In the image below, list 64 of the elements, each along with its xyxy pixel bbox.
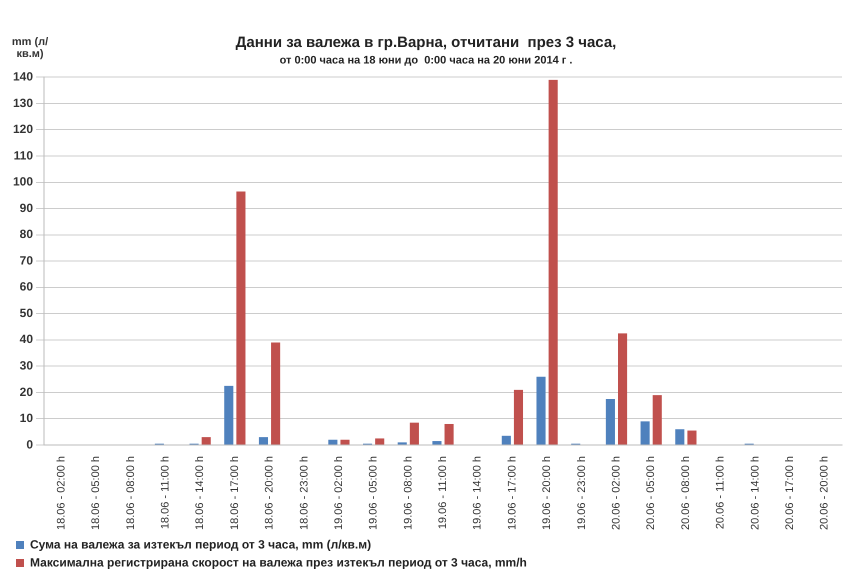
x-tick-label: 18.06 - 14:00 h bbox=[194, 456, 206, 530]
x-tick-label: 19.06 - 23:00 h bbox=[576, 456, 588, 530]
bar bbox=[514, 390, 524, 444]
x-tick-label: 18.06 - 17:00 h bbox=[228, 456, 241, 530]
legend-label: Сума на валежа за изтекъл период от 3 часа, mm (л/кв.м) bbox=[30, 537, 372, 552]
x-tick-label: 19.06 - 20:00 h bbox=[541, 456, 554, 530]
x-tick-label: 19.06 - 08:00 h bbox=[402, 456, 414, 530]
x-tick-label: 20.06 - 08:00 h bbox=[680, 456, 692, 530]
bar bbox=[340, 440, 350, 444]
y-tick-label: 10 bbox=[20, 411, 34, 426]
x-tick-label: 20.06 - 20:00 h bbox=[818, 456, 831, 530]
bar bbox=[224, 386, 234, 444]
x-tick-label: 20.06 - 02:00 h bbox=[610, 456, 623, 530]
bar bbox=[271, 342, 280, 444]
x-tick-label: 19.06 - 02:00 h bbox=[332, 456, 345, 530]
bar bbox=[606, 399, 615, 444]
x-tick-label: 20.06 - 05:00 h bbox=[645, 456, 658, 530]
x-tick-label: 19.06 - 14:00 h bbox=[472, 456, 484, 530]
bar bbox=[652, 395, 662, 444]
bar bbox=[328, 440, 338, 444]
y-tick-label: 50 bbox=[20, 306, 34, 320]
x-tick-label: 18.06 - 02:00 h bbox=[55, 456, 68, 530]
y-tick-label: 130 bbox=[12, 96, 34, 110]
y-tick-label: 100 bbox=[12, 174, 34, 189]
bar bbox=[536, 376, 546, 444]
y-axis-title: mm (л/кв.м) bbox=[10, 36, 50, 60]
bar bbox=[432, 441, 442, 444]
bar bbox=[618, 333, 628, 444]
x-tick-label: 18.06 - 20:00 h bbox=[264, 456, 276, 530]
bar bbox=[410, 422, 419, 444]
y-tick-label: 60 bbox=[20, 280, 34, 294]
bar bbox=[502, 436, 511, 444]
x-tick-label: 20.06 - 11:00 h bbox=[714, 456, 727, 530]
x-tick-label: 18.06 - 05:00 h bbox=[90, 456, 102, 530]
x-tick-label: 20.06 - 14:00 h bbox=[749, 456, 762, 530]
y-tick-label: 70 bbox=[20, 253, 34, 268]
chart-subtitle: от 0:00 часа на 18 юни до 0:00 часа на 20 юни 2014 г . bbox=[280, 54, 572, 67]
bar bbox=[375, 438, 384, 444]
y-tick-label: 120 bbox=[12, 122, 34, 136]
y-tick-label: 40 bbox=[20, 332, 34, 346]
x-tick-label: 18.06 - 08:00 h bbox=[124, 456, 137, 530]
y-tick-label: 140 bbox=[12, 70, 34, 84]
y-tick-label: 110 bbox=[14, 148, 34, 162]
x-tick-label: 19.06 - 05:00 h bbox=[368, 456, 380, 530]
bar bbox=[236, 191, 246, 444]
bar bbox=[675, 429, 684, 444]
bar bbox=[687, 430, 696, 444]
y-tick-label: 0 bbox=[26, 437, 34, 452]
y-tick-label: 80 bbox=[20, 227, 34, 242]
y-tick-label: 20 bbox=[20, 384, 34, 399]
chart-title: Данни за валежа в гр.Варна, отчитани през 3 часа, bbox=[236, 34, 616, 52]
x-tick-label: 20.06 - 17:00 h bbox=[784, 456, 796, 530]
x-tick-label: 18.06 - 11:00 h bbox=[159, 456, 172, 530]
x-tick-label: 19.06 - 11:00 h bbox=[437, 456, 450, 530]
y-tick-label: 90 bbox=[20, 200, 34, 215]
x-tick-label: 18.06 - 23:00 h bbox=[298, 456, 310, 530]
y-tick-label: 30 bbox=[20, 358, 34, 372]
x-tick-label: 19.06 - 17:00 h bbox=[506, 456, 518, 530]
bar bbox=[444, 424, 454, 444]
bar bbox=[640, 421, 650, 444]
bar bbox=[548, 80, 558, 444]
bar bbox=[202, 437, 211, 444]
bar bbox=[258, 437, 268, 444]
legend-label: Максимална регистрирана скорост на валежа през изтекъл период от 3 часа, mm/h bbox=[30, 555, 527, 570]
